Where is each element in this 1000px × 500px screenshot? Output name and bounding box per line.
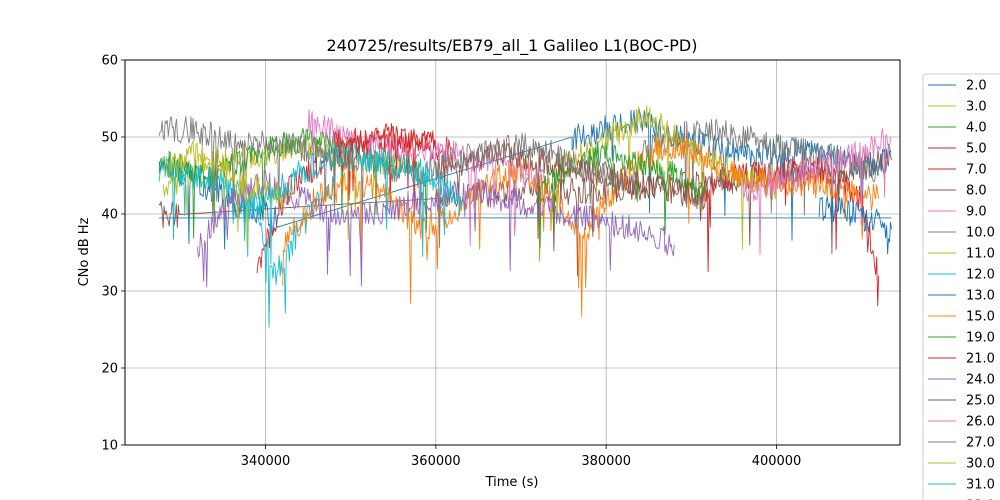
legend-entry: 19.0 xyxy=(966,331,995,346)
legend-entry: 21.0 xyxy=(966,352,995,367)
x-tick-label: 360000 xyxy=(411,454,461,469)
legend-entry: 8.0 xyxy=(966,184,987,199)
y-tick-label: 30 xyxy=(101,285,118,300)
legend-entry: 30.0 xyxy=(966,457,995,472)
tick-layer: 340000 360000 380000 400000 10 20 30 40 50 60 xyxy=(101,54,801,470)
series-line-31-0 xyxy=(239,141,462,265)
legend-entry: 24.0 xyxy=(966,373,995,388)
legend-entry: 31.0 xyxy=(966,478,995,493)
series-layer xyxy=(158,104,892,328)
legend-entry: 2.0 xyxy=(966,79,987,94)
x-axis-label: Time (s) xyxy=(485,475,539,490)
y-tick-label: 50 xyxy=(101,131,118,146)
legend-entry: 9.0 xyxy=(966,205,987,220)
legend-entry: 26.0 xyxy=(966,415,995,430)
chart-title: 240725/results/EB79_all_1 Galileo L1(BOC… xyxy=(327,36,698,56)
series-line-33-0 xyxy=(818,195,892,255)
legend-entry: 4.0 xyxy=(966,121,987,136)
legend-box xyxy=(922,73,1000,500)
plot-frame xyxy=(124,59,901,446)
series-line-21-0 xyxy=(333,123,437,217)
legend-entry: 7.0 xyxy=(966,163,987,178)
y-tick-label: 20 xyxy=(101,362,118,377)
y-tick-label: 60 xyxy=(101,54,118,69)
legend-entry: 33.0 xyxy=(966,499,995,500)
x-tick-label: 340000 xyxy=(241,454,291,469)
series-line-24-0 xyxy=(196,170,675,288)
series-line-5-0 xyxy=(256,125,454,274)
y-axis-label: CNo dB Hz xyxy=(77,217,92,286)
series-line-9-0 xyxy=(307,109,548,247)
legend-entry: 12.0 xyxy=(966,268,995,283)
series-line-26-0 xyxy=(741,128,892,255)
series-line-27-0 xyxy=(158,115,624,248)
x-tick-label: 380000 xyxy=(581,454,631,469)
legend-entry: 11.0 xyxy=(966,247,995,262)
legend-entry: 3.0 xyxy=(966,100,987,115)
y-tick-label: 40 xyxy=(101,208,118,223)
legend: 2.0 3.0 4.0 5.0 7.0 8.0 9.0 10.0 11.0 12.0 13.0 15.… xyxy=(922,73,1000,500)
x-tick-label: 400000 xyxy=(752,454,802,469)
y-tick-label: 10 xyxy=(101,439,118,454)
legend-entry: 25.0 xyxy=(966,394,995,409)
legend-entry: 15.0 xyxy=(966,310,995,325)
series-line-25-0 xyxy=(435,139,709,239)
legend-entry: 5.0 xyxy=(966,142,987,157)
legend-entry: 10.0 xyxy=(966,226,995,241)
legend-entry: 13.0 xyxy=(966,289,995,304)
legend-entry: 27.0 xyxy=(966,436,995,451)
